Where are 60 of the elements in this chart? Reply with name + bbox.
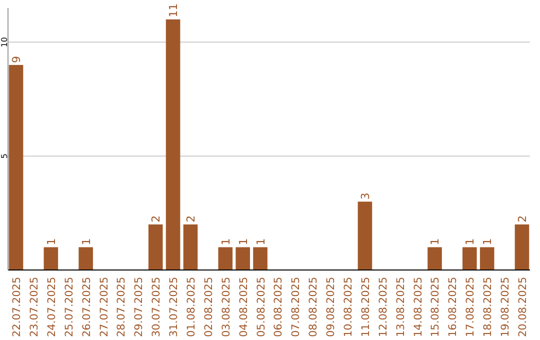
bar (236, 247, 250, 270)
x-tick-label: 06.08.2025 (272, 276, 285, 337)
data-label: 1 (428, 238, 442, 246)
x-tick-label: 24.07.2025 (46, 276, 58, 337)
bar (514, 224, 530, 270)
bar (480, 247, 494, 270)
data-label: 2 (516, 215, 529, 222)
x-tick-label: 03.08.2025 (220, 276, 232, 337)
data-label: 1 (481, 238, 494, 246)
x-tick-label: 16.08.2025 (447, 276, 460, 337)
x-tick-label: 11.08.2025 (360, 276, 372, 337)
data-label: 1 (254, 238, 268, 246)
bar (44, 247, 58, 270)
y-tick-label: 5 (0, 154, 9, 159)
data-label: 1 (80, 238, 93, 246)
x-tick-label: 22.07.2025 (11, 276, 24, 337)
bar (253, 247, 268, 270)
x-tick-label: 08.08.2025 (308, 276, 320, 337)
x-tick-label: 18.08.2025 (482, 276, 494, 337)
x-tick-label: 09.08.2025 (325, 276, 338, 337)
data-label: 2 (184, 215, 198, 222)
x-tick-label: 23.07.2025 (28, 276, 40, 337)
x-tick-label: 20.08.2025 (516, 276, 529, 337)
data-label: 1 (464, 238, 477, 246)
x-tick-label: 28.07.2025 (116, 276, 128, 337)
bar (78, 247, 93, 270)
x-tick-label: 19.08.2025 (500, 276, 512, 337)
x-tick-label: 27.07.2025 (98, 276, 110, 337)
bar (166, 19, 180, 270)
data-label: 2 (150, 215, 163, 222)
bar (358, 202, 372, 270)
x-tick-label: 12.08.2025 (377, 276, 390, 337)
data-label: 3 (358, 192, 372, 200)
x-tick-label: 17.08.2025 (464, 276, 477, 337)
x-tick-label: 30.07.2025 (150, 276, 163, 337)
data-label: 9 (10, 56, 24, 63)
y-tick-label: 10 (0, 37, 9, 48)
bar (218, 247, 233, 270)
x-tick-label: 05.08.2025 (255, 276, 268, 337)
data-label: 1 (44, 238, 58, 246)
bar (462, 247, 477, 270)
x-tick-label: 26.07.2025 (80, 276, 93, 337)
bar (183, 224, 198, 270)
x-tick-label: 14.08.2025 (412, 276, 424, 337)
x-tick-label: 04.08.2025 (238, 276, 250, 337)
x-tick-label: 31.07.2025 (168, 276, 180, 337)
data-label: 1 (219, 238, 232, 246)
x-tick-label: 01.08.2025 (185, 276, 198, 337)
x-tick-label: 07.08.2025 (290, 276, 302, 337)
x-tick-label: 25.07.2025 (63, 276, 76, 337)
data-label: 11 (167, 3, 180, 18)
x-tick-label: 02.08.2025 (202, 276, 215, 337)
bar (428, 247, 442, 270)
bar (148, 224, 163, 270)
x-tick-label: 13.08.2025 (394, 276, 407, 337)
bar (8, 64, 24, 270)
x-tick-label: 29.07.2025 (133, 276, 146, 337)
x-tick-label: 10.08.2025 (342, 276, 355, 337)
data-label: 1 (236, 238, 250, 246)
x-tick-label: 15.08.2025 (430, 276, 442, 337)
